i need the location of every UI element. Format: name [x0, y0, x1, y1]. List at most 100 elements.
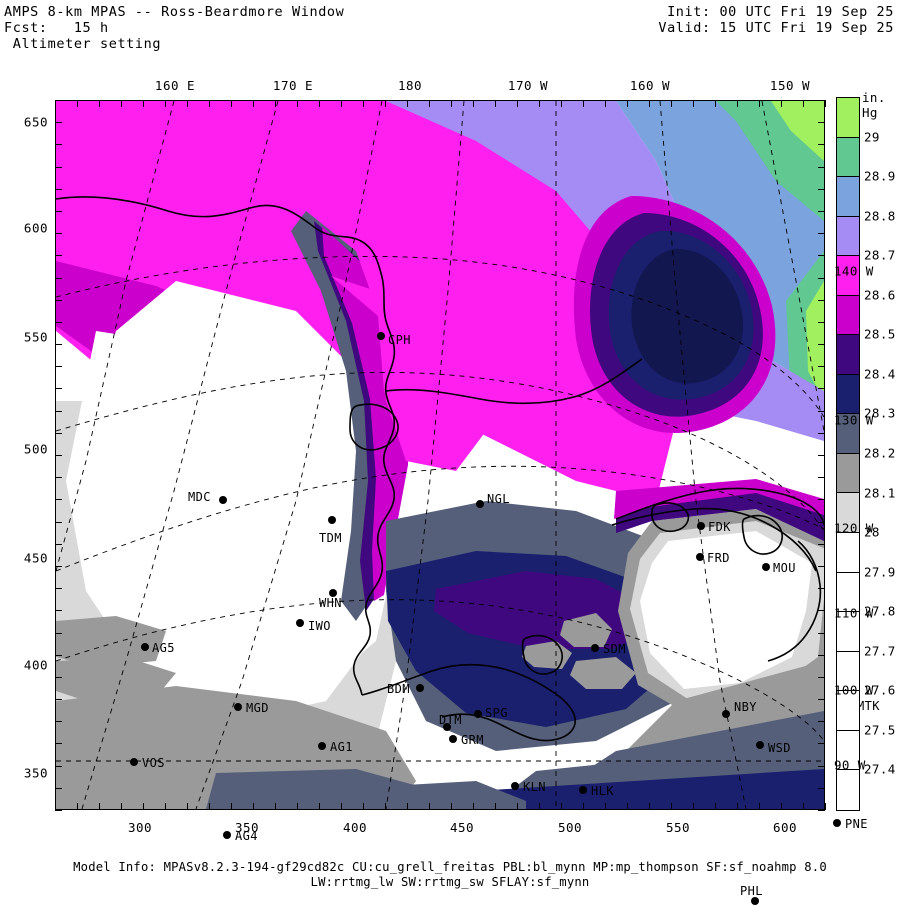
tick-mark [55, 100, 56, 107]
colorbar-segment [837, 453, 859, 494]
tick-mark [583, 803, 584, 810]
tick-mark [818, 765, 825, 767]
tick-mark [55, 321, 62, 323]
station-label-hlk: HLK [591, 784, 614, 798]
tick-mark [55, 100, 62, 101]
station-marker-ag1[interactable] [318, 742, 326, 750]
station-marker-hlk[interactable] [579, 786, 587, 794]
station-marker-tdm[interactable] [328, 516, 336, 524]
y-tick-label: 450 [23, 550, 48, 566]
tick-mark [818, 610, 825, 612]
station-label-grm: GRM [461, 733, 484, 747]
tick-mark [561, 100, 562, 107]
colorbar-segment [837, 414, 859, 454]
station-label-iwo: IWO [308, 619, 331, 633]
station-marker-vos[interactable] [130, 758, 138, 766]
colorbar-tick-label: 29 [864, 129, 880, 145]
station-label-whn: WHN [319, 596, 342, 610]
station-marker-spg[interactable] [474, 710, 482, 718]
station-marker-nby[interactable] [722, 710, 730, 718]
station-marker-grm[interactable] [449, 735, 457, 743]
tick-mark [818, 632, 825, 634]
station-label-fdk: FDK [708, 520, 731, 534]
x-bottom-tick-label: 550 [665, 820, 691, 835]
colorbar-segment [837, 533, 859, 573]
tick-mark [275, 803, 276, 810]
station-marker-phl[interactable] [751, 897, 759, 905]
tick-mark [818, 432, 825, 434]
tick-mark [55, 543, 62, 545]
tick-mark [818, 100, 825, 101]
station-marker-fdk[interactable] [697, 522, 705, 530]
station-marker-wsd[interactable] [756, 741, 764, 749]
longitude-overlay-label: 120 W [834, 520, 874, 536]
tick-mark [649, 803, 650, 810]
tick-mark [55, 477, 62, 479]
station-label-ag1: AG1 [330, 740, 353, 754]
colorbar-segment [837, 256, 859, 296]
tick-mark [55, 565, 62, 567]
station-marker-ag5[interactable] [141, 643, 149, 651]
tick-mark [209, 803, 210, 810]
station-marker-dtm[interactable] [443, 723, 451, 731]
tick-mark [818, 210, 825, 212]
x-top-tick-label: 180 [397, 78, 423, 93]
tick-mark [385, 100, 386, 107]
tick-mark [451, 803, 452, 810]
tick-mark [55, 144, 62, 146]
x-top-tick-label: 170 W [507, 78, 549, 93]
map-plot-area[interactable] [55, 100, 825, 810]
colorbar-tick-label: 27.6 [864, 682, 896, 698]
colorbar-tick-label: 28.7 [864, 247, 896, 263]
colorbar-tick-label: 28.6 [864, 287, 896, 303]
station-label-mtk: MTK [857, 699, 880, 713]
colorbar-tick-label: 28.3 [864, 405, 896, 421]
colorbar[interactable] [836, 97, 860, 811]
station-marker-mdc[interactable] [219, 496, 227, 504]
tick-mark [55, 787, 62, 789]
tick-mark [55, 455, 62, 456]
tick-mark [55, 166, 62, 168]
tick-mark [495, 803, 496, 810]
tick-mark [818, 543, 825, 545]
colorbar-segment [837, 691, 859, 731]
station-label-wsd: WSD [768, 741, 791, 755]
colorbar-segment [837, 651, 859, 692]
y-tick-label: 500 [23, 441, 48, 457]
tick-mark [77, 100, 78, 107]
tick-mark [253, 803, 254, 810]
model-info-footer: Model Info: MPASv8.2.3-194-gf29cd82c CU:… [0, 860, 900, 890]
tick-mark [275, 100, 276, 107]
tick-mark [818, 388, 825, 390]
tick-mark [818, 588, 825, 590]
tick-mark [803, 100, 804, 107]
tick-mark [818, 144, 825, 146]
station-marker-kln[interactable] [511, 782, 519, 790]
tick-mark [818, 477, 825, 479]
tick-mark [187, 100, 188, 107]
colorbar-tick-label: 28.8 [864, 208, 896, 224]
tick-mark [55, 432, 62, 434]
station-marker-ag4[interactable] [223, 831, 231, 839]
station-marker-ngl[interactable] [476, 500, 484, 508]
tick-mark [341, 803, 342, 810]
station-marker-frd[interactable] [696, 553, 704, 561]
station-marker-whn[interactable] [329, 589, 337, 597]
tick-mark [187, 803, 188, 810]
longitude-overlay-label: 130 W [834, 412, 874, 428]
station-marker-iwo[interactable] [296, 619, 304, 627]
station-marker-cph[interactable] [377, 332, 385, 340]
tick-mark [209, 100, 210, 107]
station-marker-mgd[interactable] [234, 703, 242, 711]
tick-mark [539, 803, 540, 810]
station-marker-mou[interactable] [762, 563, 770, 571]
station-marker-bdm[interactable] [416, 684, 424, 692]
station-label-spg: SPG [485, 706, 508, 720]
tick-mark [55, 299, 62, 301]
station-marker-sdm[interactable] [591, 644, 599, 652]
y-tick-label: 650 [23, 114, 48, 130]
station-label-kln: KLN [523, 780, 546, 794]
tick-mark [363, 100, 364, 107]
station-marker-pne[interactable] [833, 819, 841, 827]
y-tick-label: 550 [23, 329, 48, 345]
